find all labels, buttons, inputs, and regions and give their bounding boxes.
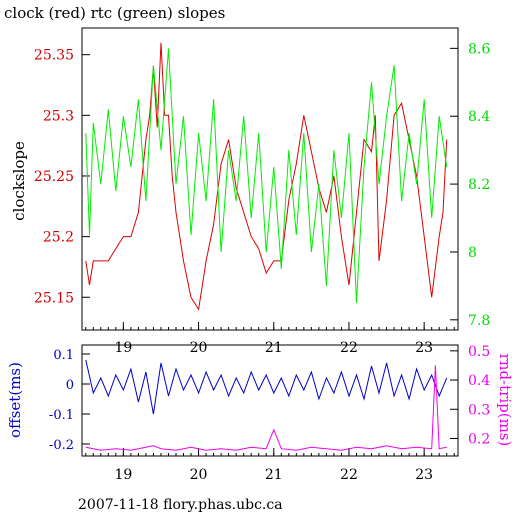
bottom-y-axis-label: offset(ms) — [6, 362, 24, 438]
top-series-group — [85, 42, 448, 311]
top-y-axis-label: clockslope — [10, 141, 28, 221]
top-x-tick-label: 20 — [190, 340, 208, 356]
bottom-y2-axis-label: rnd-trip(ms) — [496, 354, 512, 447]
top-plot-frame — [81, 27, 459, 331]
top-x-tick-label: 21 — [265, 340, 283, 356]
top-series-line-1 — [85, 48, 448, 303]
footer-label: 2007-11-18 flory.phas.ubc.ca — [78, 497, 283, 512]
bottom-x-tick-label: 21 — [265, 467, 283, 483]
top-left-axis: 25.15 25.2 25.25 25.3 25.35 — [34, 48, 90, 306]
bottom-right-axis: 0.5 0.4 0.3 0.2 — [450, 344, 490, 447]
bottom-plot-frame — [81, 344, 459, 457]
top-x-axis: 19 20 21 22 23 — [85, 322, 455, 356]
bottom-left-tick-label: 0 — [66, 378, 74, 393]
bottom-left-axis: 0.1 0 -0.1 -0.2 — [49, 348, 90, 453]
top-right-tick-label: 8.4 — [468, 109, 490, 125]
bottom-x-tick-label: 20 — [190, 467, 208, 483]
top-right-tick-label: 8.6 — [468, 41, 490, 57]
top-left-tick-label: 25.15 — [34, 290, 74, 306]
top-x-tick-label: 22 — [340, 340, 358, 356]
bottom-series-line-0 — [85, 359, 448, 415]
bottom-right-tick-label: 0.5 — [468, 344, 490, 360]
bottom-x-tick-label: 23 — [415, 467, 433, 483]
bottom-left-tick-label: 0.1 — [53, 348, 74, 363]
top-right-tick-label: 8 — [468, 245, 477, 261]
bottom-right-tick-label: 0.2 — [468, 431, 490, 447]
bottom-x-tick-label: 22 — [340, 467, 358, 483]
bottom-series-line-1 — [85, 365, 447, 451]
top-x-tick-label: 23 — [415, 340, 433, 356]
bottom-series-group — [85, 359, 448, 451]
bottom-right-tick-label: 0.3 — [468, 402, 490, 418]
top-left-tick-label: 25.3 — [43, 108, 74, 124]
bottom-right-tick-label: 0.4 — [468, 373, 490, 389]
top-left-tick-label: 25.2 — [43, 230, 74, 246]
top-left-tick-label: 25.35 — [34, 48, 74, 64]
bottom-left-tick-label: -0.2 — [49, 438, 74, 453]
top-series-line-0 — [85, 42, 448, 311]
top-right-tick-label: 8.2 — [468, 177, 490, 193]
bottom-x-axis: 19 20 21 22 23 — [85, 448, 455, 483]
top-x-tick-label: 19 — [114, 340, 132, 356]
top-chart-title: clock (red) rtc (green) slopes — [4, 4, 225, 22]
bottom-x-tick-label: 19 — [114, 467, 132, 483]
top-right-tick-label: 7.8 — [468, 313, 490, 329]
top-right-axis: 7.8 8 8.2 8.4 8.6 — [450, 41, 490, 329]
bottom-left-tick-label: -0.1 — [49, 408, 74, 423]
top-left-tick-label: 25.25 — [34, 169, 74, 185]
